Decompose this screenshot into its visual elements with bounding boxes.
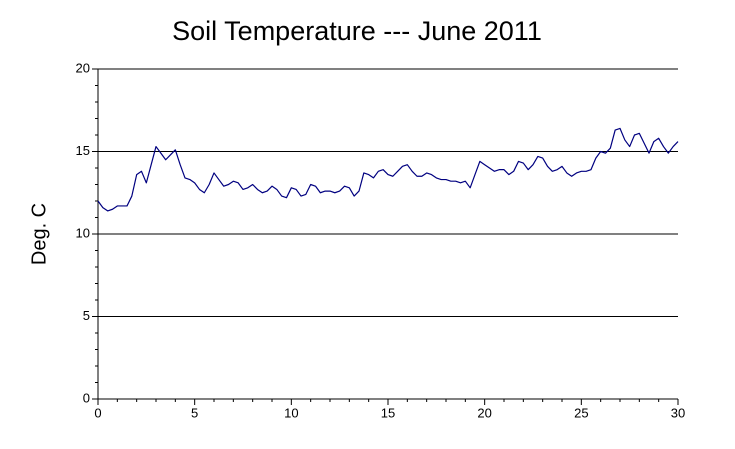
x-tick-label: 0 [94, 405, 101, 420]
data-line [97, 127, 679, 212]
x-tick-label: 10 [284, 405, 298, 420]
y-axis-label: Deg. C [28, 203, 50, 265]
x-tick-label: 20 [477, 405, 491, 420]
chart-title: Soil Temperature --- June 2011 [172, 16, 542, 46]
y-tick-label: 15 [76, 143, 90, 158]
y-tick-label: 0 [83, 390, 90, 405]
x-tick-label: 5 [191, 405, 198, 420]
x-tick-label: 25 [574, 405, 588, 420]
x-tick-label: 30 [671, 405, 685, 420]
x-tick-label: 15 [381, 405, 395, 420]
y-tick-label: 20 [76, 60, 90, 75]
y-tick-label: 5 [83, 308, 90, 323]
y-tick-label: 10 [76, 225, 90, 240]
